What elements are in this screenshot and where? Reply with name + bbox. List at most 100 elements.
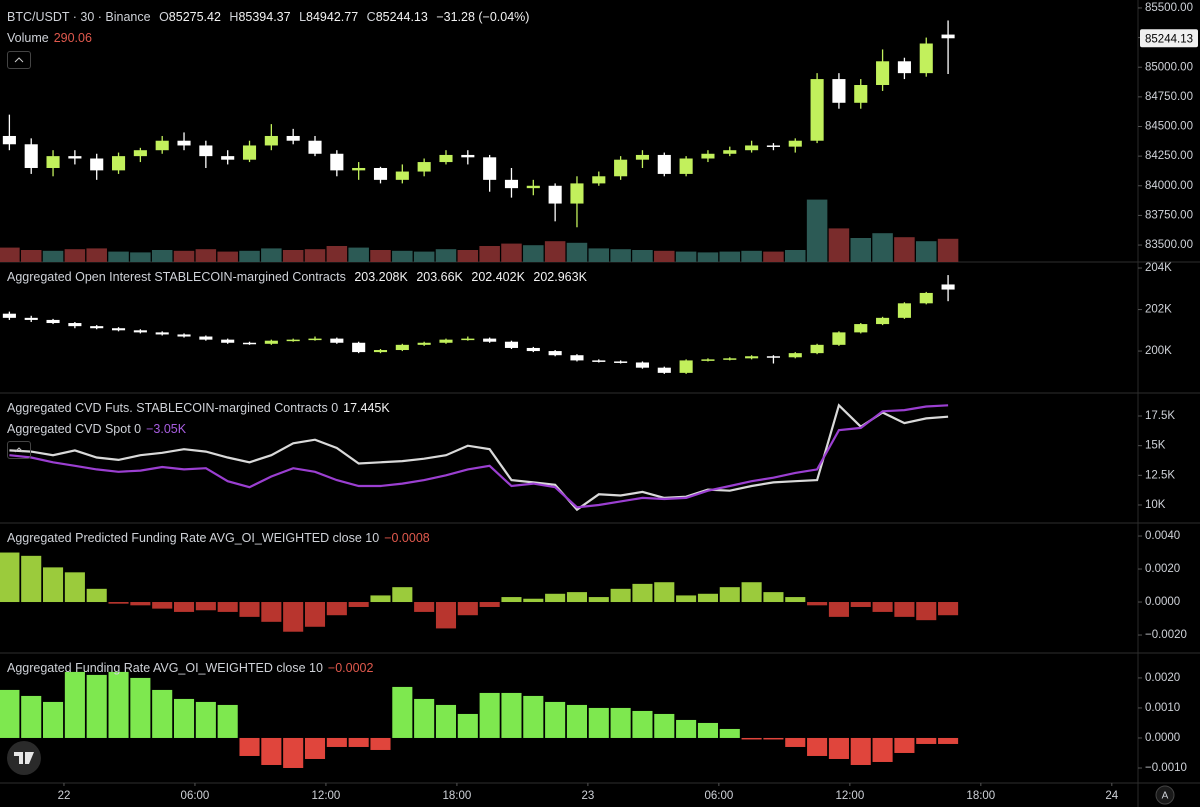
candle-body <box>111 328 126 331</box>
volume-title: Volume <box>7 31 49 45</box>
candle-body <box>504 179 519 189</box>
candle-body <box>308 140 322 154</box>
candle-body <box>919 292 933 304</box>
histogram-bar <box>130 602 151 606</box>
legend-value: 85394.37 <box>238 10 291 24</box>
candle-body <box>264 340 278 344</box>
histogram-bar <box>938 737 959 744</box>
candle-body <box>745 356 759 359</box>
oi-title: Aggregated Open Interest STABLECOIN-marg… <box>7 270 346 284</box>
x-tick-label: 06:00 <box>704 790 733 802</box>
chevron <box>14 57 24 63</box>
candle-body <box>417 162 431 172</box>
cvd-legend-spot: Aggregated CVD Spot 0 −3.05K <box>7 422 191 436</box>
volume-bar <box>915 241 937 262</box>
candle-body <box>177 140 191 146</box>
volume-bar <box>370 250 391 262</box>
candle-body <box>657 367 671 373</box>
candle-body <box>854 324 868 333</box>
candle-body <box>24 144 38 168</box>
volume-bar <box>261 248 282 262</box>
y-tick-label: 200K <box>1145 345 1172 357</box>
last-value: −0.0008 <box>384 531 430 545</box>
legend-key: C <box>366 10 376 24</box>
candle-body <box>897 303 911 318</box>
candle-body <box>897 61 911 74</box>
histogram-bar <box>938 602 959 616</box>
histogram-bar <box>501 597 522 603</box>
y-tick-label: 84250.00 <box>1145 150 1193 162</box>
histogram-bar <box>348 737 369 747</box>
candle-body <box>810 79 824 141</box>
x-tick-label: 18:00 <box>443 790 472 802</box>
histogram-bar <box>479 692 500 738</box>
histogram-bar <box>239 737 260 756</box>
histogram-bar <box>479 602 500 607</box>
histogram-bar <box>152 602 173 609</box>
histogram-bar <box>86 588 107 603</box>
volume-bar <box>719 251 741 262</box>
histogram-bar <box>370 737 391 750</box>
histogram-bar <box>807 737 828 756</box>
histogram-bar <box>697 722 718 738</box>
candle-body <box>788 140 802 147</box>
chevron <box>14 447 24 453</box>
collapse-button[interactable] <box>7 441 31 459</box>
candle-body <box>90 158 104 171</box>
legend-value: 85275.42 <box>168 10 221 24</box>
histogram-bar <box>457 602 478 616</box>
histogram-bar <box>283 737 304 768</box>
histogram-bar <box>283 602 304 632</box>
histogram-bar <box>872 602 893 612</box>
candle-body <box>286 339 300 342</box>
histogram-bar <box>916 602 937 621</box>
candle-body <box>526 185 540 189</box>
volume-bar <box>675 251 697 262</box>
histogram-bar <box>741 582 762 603</box>
histogram-bar <box>763 592 784 603</box>
histogram-bar <box>545 701 566 738</box>
volume-bar <box>413 251 435 262</box>
histogram-bar <box>173 602 195 612</box>
candle-body <box>854 85 868 103</box>
x-tick-label: 06:00 <box>181 790 210 802</box>
panel-title: Aggregated Funding Rate AVG_OI_WEIGHTED … <box>7 661 323 675</box>
volume-bar <box>20 250 42 262</box>
volume-bar <box>872 233 893 262</box>
candle-body <box>330 338 344 343</box>
volume-bar <box>282 250 304 262</box>
oi-legend: Aggregated Open Interest STABLECOIN-marg… <box>7 270 592 284</box>
volume-bar <box>86 248 107 262</box>
histogram-bar <box>261 737 282 765</box>
candle-body <box>352 167 366 171</box>
candle-body <box>242 342 257 345</box>
logo-mark <box>14 752 34 764</box>
volume-bar <box>239 250 260 262</box>
candle-body <box>439 339 453 343</box>
candle-body <box>592 176 606 184</box>
y-tick-label: 0.0020 <box>1145 672 1180 684</box>
candle-body <box>483 338 497 342</box>
oi-value: 203.208K <box>354 270 408 284</box>
candle-body <box>395 344 409 351</box>
histogram-bar <box>217 704 238 738</box>
candle-body <box>483 157 497 180</box>
x-tick-label: 18:00 <box>966 790 995 802</box>
y-tick-label: 0.0020 <box>1145 563 1180 575</box>
auto-scale-button[interactable] <box>1155 785 1175 805</box>
histogram-bar <box>719 728 740 738</box>
x-tick-label: 22 <box>58 790 71 802</box>
collapse-button[interactable] <box>7 51 31 69</box>
candle-body <box>810 344 824 354</box>
auto-scale-label[interactable]: A <box>1162 791 1169 802</box>
histogram-bar <box>326 737 347 747</box>
candle-body <box>766 356 780 358</box>
candle-body <box>723 358 737 360</box>
oi-value: 202.402K <box>471 270 525 284</box>
histogram-bar <box>435 704 457 738</box>
candle-body <box>221 339 235 343</box>
volume-bar <box>501 243 522 262</box>
histogram-bar <box>828 602 849 617</box>
histogram-bar <box>850 602 871 607</box>
histogram-bar <box>173 698 195 738</box>
